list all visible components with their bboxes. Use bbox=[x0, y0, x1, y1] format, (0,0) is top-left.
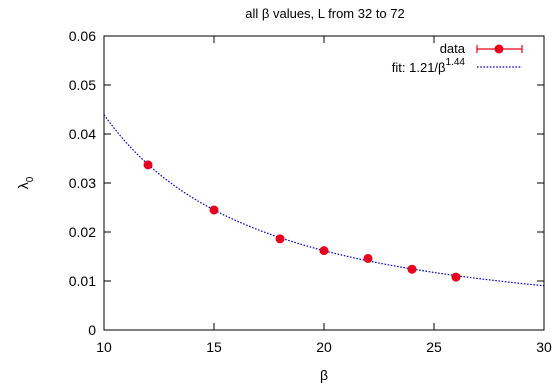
legend: data fit: 1.21/β1.44 bbox=[392, 41, 523, 75]
x-tick-label: 15 bbox=[206, 339, 222, 355]
data-points bbox=[143, 160, 461, 282]
legend-fit-label-main: fit: 1.21/β bbox=[392, 60, 446, 75]
data-point bbox=[407, 264, 417, 274]
y-tick-label: 0.06 bbox=[69, 28, 96, 44]
x-tick-label: 30 bbox=[536, 339, 552, 355]
y-axis-label-main: λ bbox=[15, 182, 31, 189]
data-point bbox=[363, 253, 373, 263]
data-point bbox=[275, 234, 285, 244]
data-point bbox=[209, 205, 219, 215]
y-tick-label: 0.02 bbox=[69, 224, 96, 240]
legend-data-marker bbox=[494, 44, 504, 54]
data-point bbox=[319, 246, 329, 256]
y-tick-label: 0.03 bbox=[69, 175, 96, 191]
x-axis-label: β bbox=[320, 367, 328, 383]
legend-fit-label: fit: 1.21/β1.44 bbox=[392, 57, 466, 75]
x-tick-label: 20 bbox=[316, 339, 332, 355]
x-tick-label: 10 bbox=[96, 339, 112, 355]
y-tick-label: 0.01 bbox=[69, 273, 96, 289]
data-point bbox=[143, 160, 153, 170]
y-tick-label: 0.04 bbox=[69, 126, 96, 142]
y-axis-label-subscript: 0 bbox=[25, 176, 36, 182]
x-axis-ticks: 10 15 20 25 30 bbox=[96, 36, 552, 355]
legend-fit-label-superscript: 1.44 bbox=[446, 57, 466, 68]
data-point bbox=[451, 272, 461, 282]
chart-title: all β values, L from 32 to 72 bbox=[245, 6, 404, 21]
y-tick-label: 0.05 bbox=[69, 77, 96, 93]
y-axis-label: λ0 bbox=[15, 176, 36, 189]
plot-frame bbox=[103, 35, 545, 331]
y-tick-label: 0 bbox=[88, 322, 96, 338]
fit-curve bbox=[104, 114, 544, 287]
y-axis-ticks: 0 0.01 0.02 0.03 0.04 0.05 0.06 bbox=[69, 28, 544, 338]
x-tick-label: 25 bbox=[426, 339, 442, 355]
legend-data-label: data bbox=[440, 41, 466, 56]
svg-text:λ0: λ0 bbox=[15, 176, 36, 189]
